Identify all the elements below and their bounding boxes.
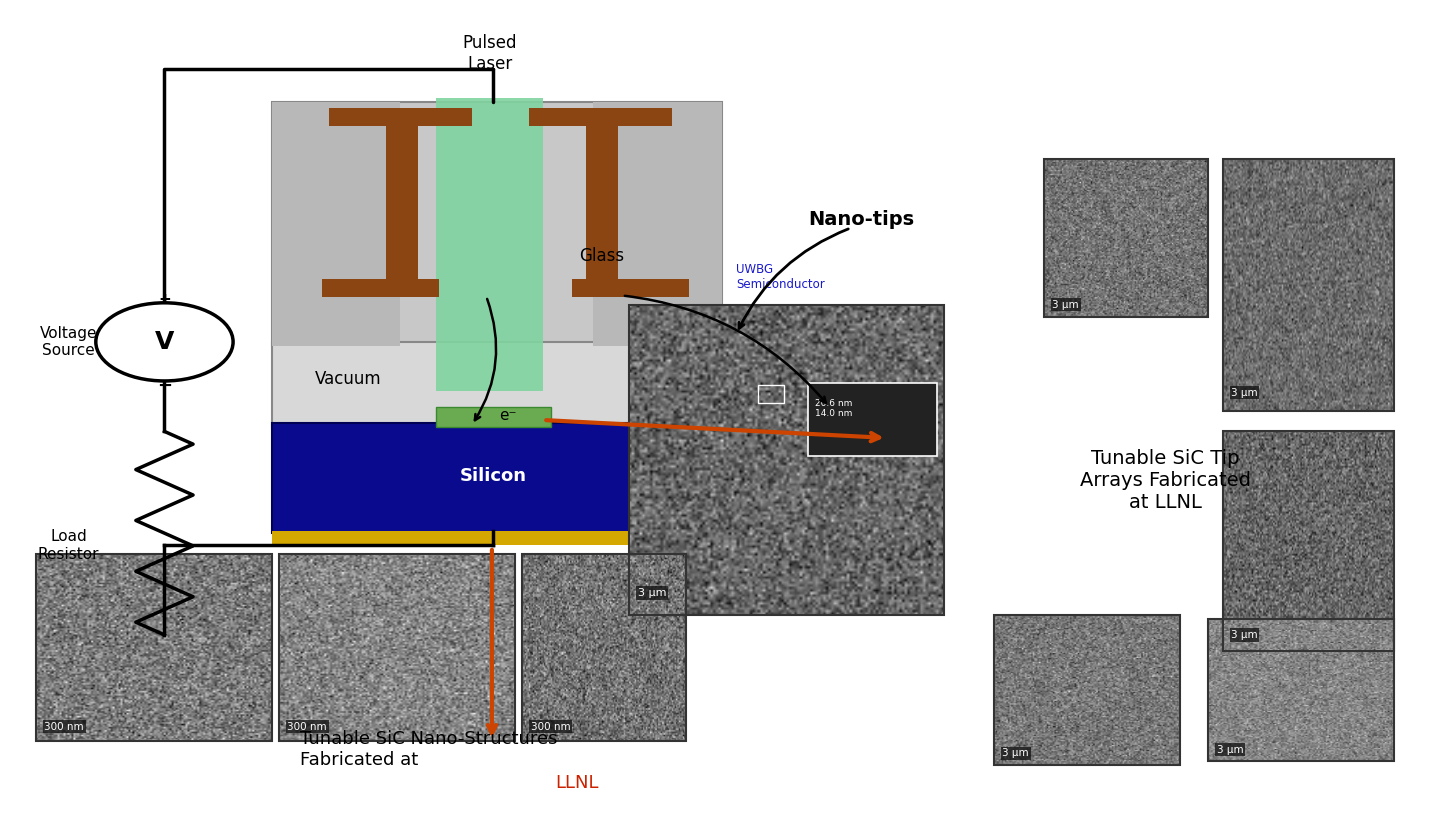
Text: LLNL: LLNL: [555, 774, 598, 792]
Text: 3 μm: 3 μm: [1217, 745, 1244, 755]
Bar: [1208, 619, 1394, 761]
Bar: [272, 423, 722, 533]
Bar: [272, 531, 722, 545]
Text: −: −: [157, 377, 172, 395]
Text: 300 nm: 300 nm: [44, 721, 84, 732]
Text: Nano-tips: Nano-tips: [808, 210, 914, 230]
Text: Voltage
Source: Voltage Source: [40, 326, 97, 358]
Text: Load
Resistor: Load Resistor: [37, 529, 100, 562]
Text: 300 nm: 300 nm: [531, 721, 571, 732]
Text: 3 μm: 3 μm: [638, 588, 666, 598]
Bar: [522, 554, 686, 741]
Bar: [529, 108, 672, 126]
Text: 3 μm: 3 μm: [1231, 630, 1258, 640]
Bar: [36, 554, 272, 741]
Bar: [436, 98, 543, 391]
Bar: [572, 279, 689, 297]
Bar: [386, 122, 418, 293]
Text: +: +: [159, 292, 170, 307]
Text: Silicon: Silicon: [460, 467, 526, 485]
Bar: [322, 279, 439, 297]
Text: Vacuum: Vacuum: [315, 370, 382, 387]
Bar: [1223, 431, 1394, 651]
Circle shape: [96, 303, 233, 381]
Bar: [272, 102, 722, 346]
Bar: [436, 407, 551, 427]
Bar: [1223, 159, 1394, 411]
Bar: [994, 615, 1180, 765]
Text: e⁻: e⁻: [499, 408, 516, 422]
Text: Tunable SiC Nano-Structures
Fabricated at: Tunable SiC Nano-Structures Fabricated a…: [300, 730, 558, 769]
Bar: [279, 554, 515, 741]
Text: 3 μm: 3 μm: [1052, 300, 1080, 310]
Text: Pulsed
Laser: Pulsed Laser: [462, 34, 518, 73]
Bar: [808, 383, 937, 456]
Bar: [329, 108, 472, 126]
Text: 3 μm: 3 μm: [1002, 748, 1030, 758]
Text: 20.6 nm
14.0 nm: 20.6 nm 14.0 nm: [815, 399, 852, 418]
Bar: [272, 102, 400, 346]
Bar: [629, 305, 944, 615]
Text: Tunable SiC Tip
Arrays Fabricated
at LLNL: Tunable SiC Tip Arrays Fabricated at LLN…: [1080, 449, 1251, 512]
Bar: [593, 102, 722, 346]
Bar: [758, 385, 784, 403]
Text: V: V: [154, 330, 174, 354]
Text: Glass: Glass: [579, 247, 625, 265]
Text: 3 μm: 3 μm: [1231, 388, 1258, 398]
Text: 300 nm: 300 nm: [287, 721, 327, 732]
Bar: [586, 122, 618, 293]
Bar: [1044, 159, 1208, 317]
Bar: [272, 342, 722, 427]
Text: UWBG
Semiconductor: UWBG Semiconductor: [736, 263, 825, 291]
